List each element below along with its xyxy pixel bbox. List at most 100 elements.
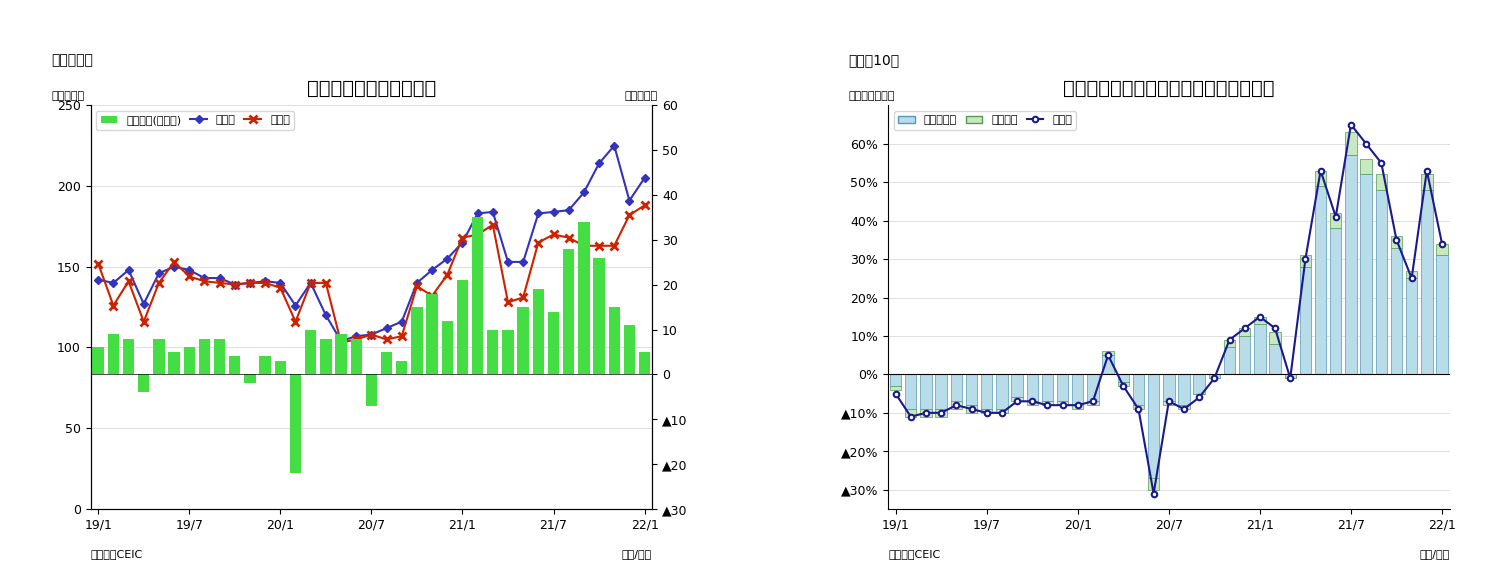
Bar: [137, 374, 149, 393]
Bar: [1270, 343, 1280, 374]
Bar: [1240, 336, 1250, 374]
Bar: [563, 249, 574, 374]
Bar: [1223, 340, 1235, 347]
Bar: [92, 347, 104, 374]
Text: （図表９）: （図表９）: [51, 53, 94, 67]
Bar: [533, 289, 544, 374]
Bar: [305, 329, 317, 374]
Bar: [456, 280, 468, 374]
Text: （年/月）: （年/月）: [622, 549, 652, 559]
Bar: [951, 374, 962, 401]
Bar: [1102, 352, 1114, 355]
Text: （前年同月比）: （前年同月比）: [849, 91, 895, 101]
Bar: [1285, 374, 1296, 378]
Bar: [1315, 171, 1326, 186]
Bar: [1406, 271, 1418, 278]
Bar: [1072, 374, 1084, 405]
Bar: [1391, 236, 1403, 247]
Bar: [1148, 478, 1160, 490]
Bar: [1300, 267, 1311, 374]
Bar: [488, 329, 498, 374]
Legend: 貿易収支(右目盛), 輸出額, 輸入額: 貿易収支(右目盛), 輸出額, 輸入額: [97, 111, 294, 130]
Bar: [1376, 174, 1388, 190]
Text: （図表10）: （図表10）: [849, 53, 900, 67]
Text: （資料）CEIC: （資料）CEIC: [91, 549, 143, 559]
Text: （年/月）: （年/月）: [1419, 549, 1450, 559]
Bar: [396, 361, 408, 374]
Bar: [1178, 405, 1190, 409]
Bar: [153, 339, 165, 374]
Bar: [904, 409, 917, 417]
Bar: [1436, 255, 1448, 374]
Bar: [1027, 374, 1037, 401]
Bar: [1330, 213, 1341, 228]
Bar: [1376, 190, 1388, 374]
Bar: [1436, 244, 1448, 255]
Bar: [936, 409, 947, 417]
Bar: [1330, 228, 1341, 374]
Bar: [1315, 186, 1326, 374]
Text: （億ドル）: （億ドル）: [625, 91, 658, 101]
Bar: [1042, 374, 1052, 401]
Bar: [1117, 382, 1129, 386]
Bar: [1361, 174, 1371, 374]
Text: （億ドル）: （億ドル）: [51, 91, 85, 101]
Bar: [966, 405, 977, 413]
Bar: [889, 374, 901, 386]
Title: インドネシア　貿易収支: インドネシア 貿易収支: [307, 79, 436, 98]
Bar: [578, 222, 589, 374]
Bar: [1087, 374, 1099, 401]
Bar: [1270, 332, 1280, 343]
Bar: [335, 334, 347, 374]
Bar: [1421, 174, 1433, 190]
Bar: [1042, 401, 1052, 405]
Bar: [1391, 247, 1403, 374]
Bar: [1345, 155, 1356, 374]
Bar: [1087, 401, 1099, 405]
Legend: 非石油ガス, 石油ガス, 輸出額: 非石油ガス, 石油ガス, 輸出額: [894, 111, 1077, 130]
Bar: [275, 361, 285, 374]
Bar: [609, 307, 621, 374]
Title: インドネシア　輸出の伸び率（品目別）: インドネシア 輸出の伸び率（品目別）: [1063, 79, 1274, 98]
Bar: [350, 339, 362, 374]
Bar: [214, 339, 225, 374]
Bar: [199, 339, 210, 374]
Bar: [548, 312, 559, 374]
Bar: [920, 374, 932, 409]
Bar: [411, 307, 423, 374]
Bar: [904, 374, 917, 409]
Bar: [1132, 374, 1145, 405]
Bar: [936, 374, 947, 409]
Bar: [1012, 374, 1022, 397]
Bar: [1255, 325, 1265, 374]
Bar: [982, 374, 992, 409]
Bar: [1361, 159, 1371, 174]
Bar: [1132, 405, 1145, 409]
Bar: [639, 352, 651, 374]
Bar: [951, 401, 962, 409]
Bar: [107, 334, 119, 374]
Bar: [982, 409, 992, 413]
Bar: [966, 374, 977, 405]
Bar: [122, 339, 134, 374]
Text: （資料）CEIC: （資料）CEIC: [888, 549, 941, 559]
Bar: [997, 374, 1007, 409]
Bar: [381, 352, 393, 374]
Bar: [518, 307, 528, 374]
Bar: [1193, 374, 1205, 394]
Bar: [997, 409, 1007, 413]
Bar: [1240, 328, 1250, 336]
Bar: [426, 294, 438, 374]
Bar: [1072, 405, 1084, 409]
Bar: [1027, 401, 1037, 405]
Bar: [1208, 374, 1220, 378]
Bar: [1163, 401, 1175, 405]
Bar: [320, 339, 332, 374]
Bar: [441, 321, 453, 374]
Bar: [230, 356, 240, 374]
Bar: [624, 325, 636, 374]
Bar: [184, 347, 195, 374]
Bar: [169, 352, 180, 374]
Bar: [593, 258, 604, 374]
Bar: [889, 386, 901, 390]
